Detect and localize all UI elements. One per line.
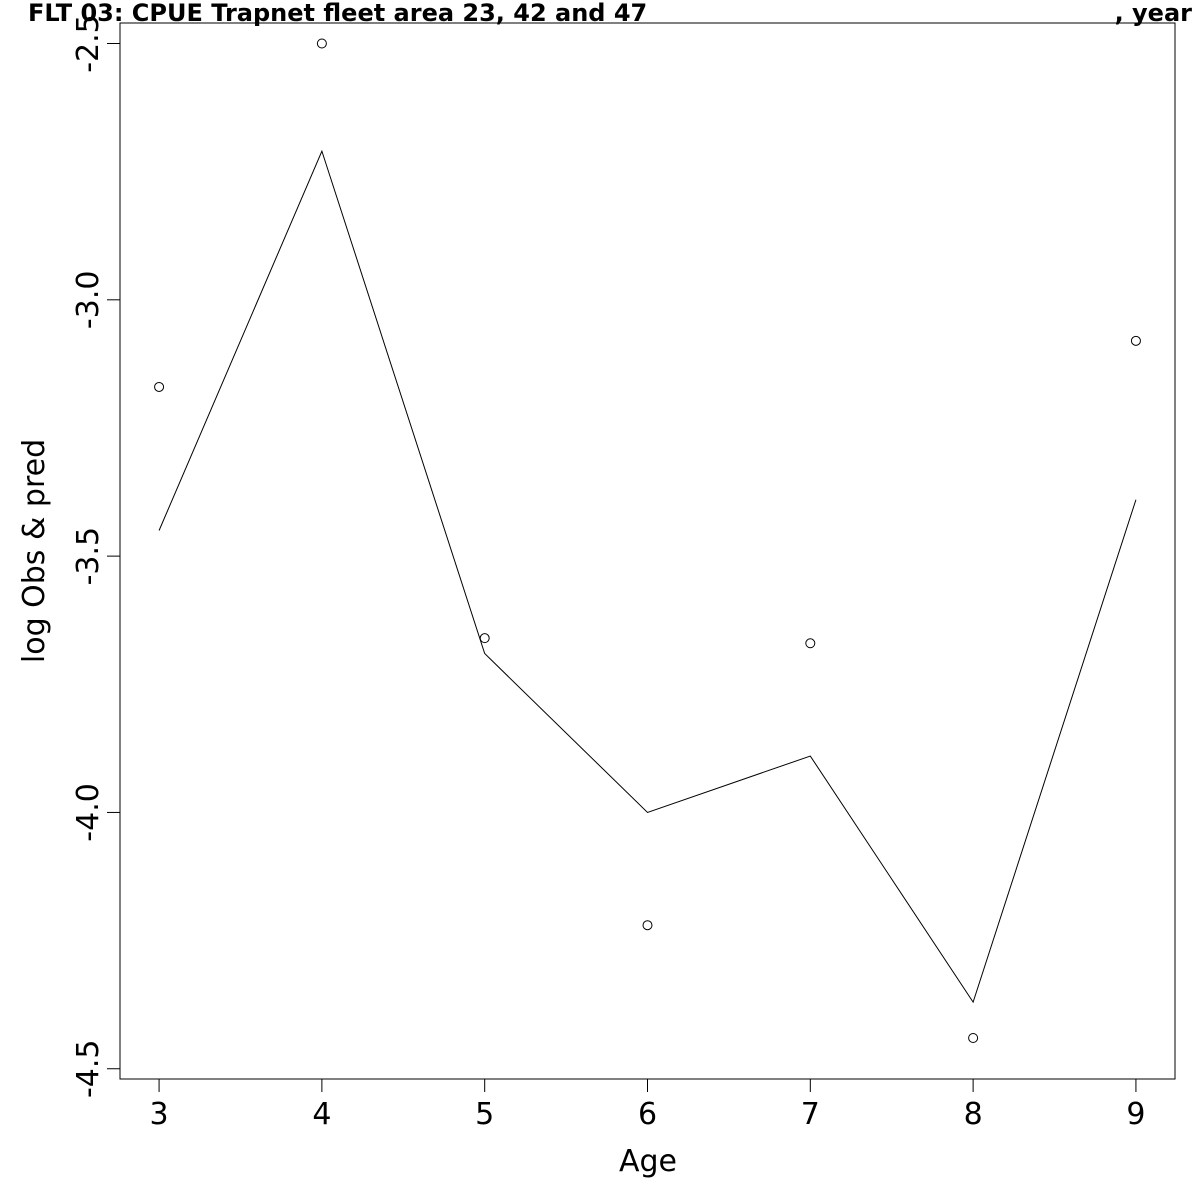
predicted-line (158, 149, 1137, 1004)
observed-point (642, 920, 653, 931)
x-tick-label: 5 (475, 1097, 494, 1132)
x-tick-label: 7 (801, 1097, 820, 1132)
observed-point (968, 1032, 979, 1043)
observed-point (316, 38, 327, 49)
axes: 3 4 5 6 7 8 9 -2.5 -3.0 -3.5 -4.0 -4.5 (71, 14, 1145, 1132)
y-tick-label: -2.5 (71, 14, 106, 73)
y-tick-label: -4.5 (71, 1039, 106, 1098)
y-tick-label: -3.5 (71, 527, 106, 586)
x-tick-label: 4 (312, 1097, 331, 1132)
data-marks (154, 38, 1141, 1043)
observed-point (154, 381, 165, 392)
y-axis-label: log Obs & pred (17, 439, 52, 663)
x-tick-label: 8 (964, 1097, 983, 1132)
observed-point (805, 638, 816, 649)
x-tick-label: 3 (150, 1097, 169, 1132)
x-tick-label: 9 (1126, 1097, 1145, 1132)
observed-point (479, 633, 490, 644)
y-tick-label: -3.0 (71, 271, 106, 330)
x-axis-label: Age (619, 1144, 677, 1179)
x-tick-label: 6 (638, 1097, 657, 1132)
observed-point (1130, 335, 1141, 346)
y-tick-label: -4.0 (71, 783, 106, 842)
